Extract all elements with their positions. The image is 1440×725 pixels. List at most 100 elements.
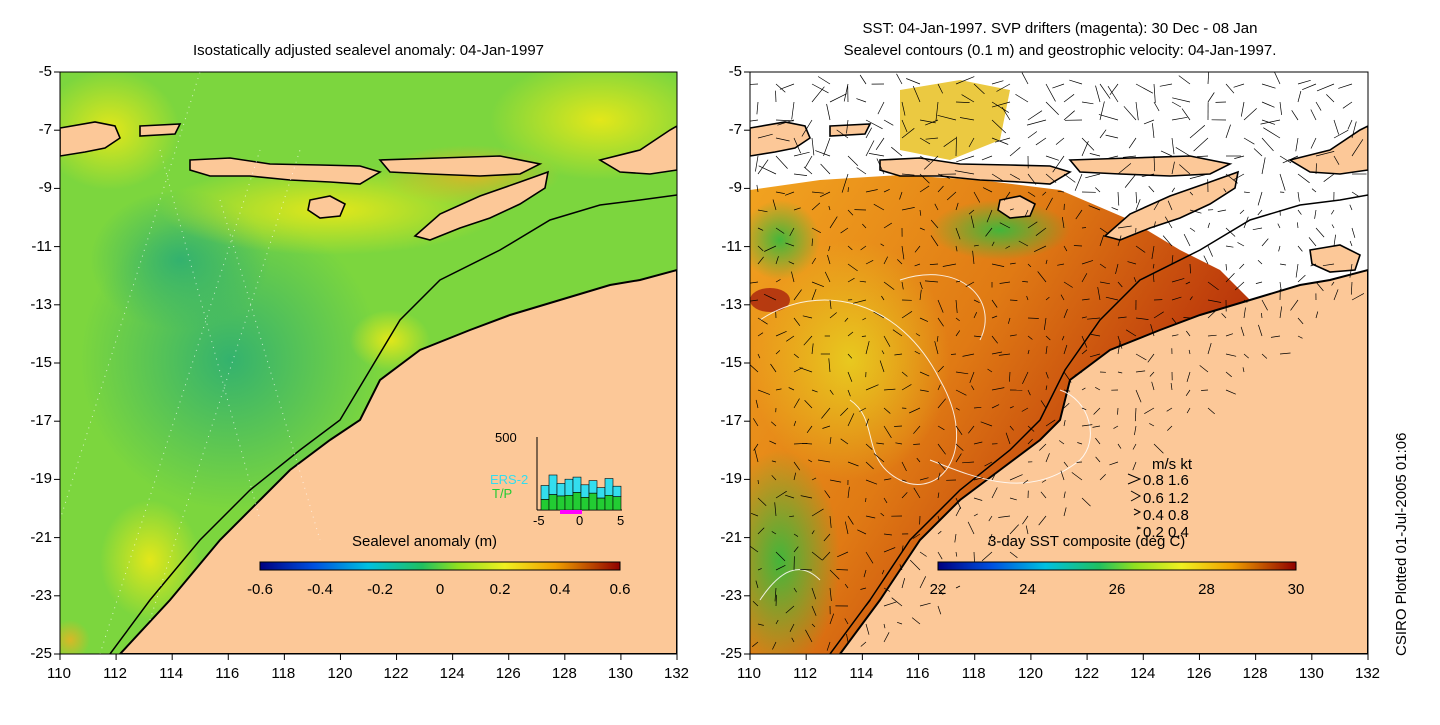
right-y-tick-label: -13 [706, 296, 742, 313]
sst-colorbar [938, 562, 1296, 570]
right-y-tick-label: -19 [706, 470, 742, 487]
left-y-tick-label: -5 [16, 63, 52, 80]
velocity-arrow [1118, 408, 1119, 415]
velocity-arrow [951, 354, 956, 355]
left-y-tick-label: -23 [16, 587, 52, 604]
sst-map [720, 68, 1368, 671]
right-y-tick-label: -25 [706, 645, 742, 662]
left-x-tick-label: 116 [215, 665, 239, 682]
histogram-bar-ers2 [605, 479, 613, 496]
velocity-arrow [776, 91, 777, 102]
right-y-tick-label: -9 [706, 179, 742, 196]
sla-colorbar [260, 562, 620, 570]
histogram-bar-tp [589, 493, 597, 510]
velocity-arrow [1082, 228, 1086, 229]
velocity-arrow [974, 552, 975, 563]
left-x-tick-label: 118 [271, 665, 295, 682]
histogram-bar-ers2 [589, 481, 597, 494]
right-y-tick-label: -11 [706, 238, 742, 255]
right-y-tick-label: -17 [706, 412, 742, 429]
right-y-tick-label: -23 [706, 587, 742, 604]
left-y-tick-label: -13 [16, 296, 52, 313]
histogram-bar-ers2 [581, 485, 589, 498]
land-flores [1070, 156, 1230, 176]
velocity-arrow [913, 444, 920, 445]
velocity-arrow [758, 480, 759, 484]
histogram-bar-tp [549, 495, 557, 510]
histogram-bar-ers2 [597, 488, 605, 499]
velocity-legend-row: 0.6 1.2 [1143, 490, 1189, 507]
left-x-tick-label: 112 [103, 665, 127, 682]
histogram-bar-ers2 [549, 475, 557, 495]
left-x-tick-label: 122 [384, 665, 409, 682]
histogram-bar-ers2 [565, 479, 573, 495]
right-x-tick-label: 118 [962, 665, 986, 682]
right-y-tick-label: -21 [706, 529, 742, 546]
histogram-bar-ers2 [573, 477, 581, 492]
land-flores [380, 156, 540, 176]
right-x-tick-label: 120 [1018, 665, 1043, 682]
velocity-arrow [1316, 163, 1317, 174]
right-x-tick-label: 122 [1074, 665, 1099, 682]
left-x-tick-label: 114 [159, 665, 183, 682]
velocity-arrow [1201, 390, 1208, 391]
velocity-arrow [894, 426, 902, 427]
velocity-arrow [776, 595, 777, 606]
velocity-legend-header: m/s kt [1152, 456, 1192, 473]
left-y-tick-label: -19 [16, 470, 52, 487]
sst-colorbar-tick: 24 [1012, 581, 1044, 598]
velocity-arrow [1074, 246, 1082, 247]
left-x-tick-label: 132 [664, 665, 689, 682]
left-y-tick-label: -11 [16, 238, 52, 255]
left-y-tick-label: -7 [16, 121, 52, 138]
histogram-bar-tp [597, 498, 605, 510]
sst-colorbar-tick: 30 [1280, 581, 1312, 598]
plot-credit: CSIRO Plotted 01-Jul-2005 01:06 [1393, 433, 1410, 656]
histogram-bar-tp [605, 495, 613, 510]
left-y-tick-label: -15 [16, 354, 52, 371]
right-x-tick-label: 116 [906, 665, 930, 682]
left-y-tick-label: -9 [16, 179, 52, 196]
histogram-bar-tp [581, 497, 589, 510]
sla-colorbar-tick: 0.4 [544, 581, 576, 598]
histogram-bar-ers2 [557, 483, 565, 496]
right-y-tick-label: -15 [706, 354, 742, 371]
sla-colorbar-tick: -0.2 [364, 581, 396, 598]
sla-colorbar-tick: 0.2 [484, 581, 516, 598]
left-x-tick-label: 110 [47, 665, 71, 682]
sla-colorbar-tick: -0.6 [244, 581, 276, 598]
velocity-arrow [836, 570, 848, 571]
land-bali [830, 124, 870, 136]
histogram-legend-tp: T/P [492, 486, 512, 501]
histogram-bar-tp [557, 496, 565, 510]
right-map-title-line2: Sealevel contours (0.1 m) and geostrophi… [720, 42, 1400, 59]
velocity-arrow [956, 137, 957, 156]
left-y-tick-label: -21 [16, 529, 52, 546]
right-x-tick-label: 110 [737, 665, 761, 682]
histogram-bar-ers2 [541, 486, 549, 500]
right-y-tick-label: -5 [706, 63, 742, 80]
left-x-tick-label: 126 [496, 665, 521, 682]
sla-colorbar-label: Sealevel anomaly (m) [352, 533, 497, 550]
histogram-bar-tp [613, 497, 621, 510]
histogram-x-tick: 5 [617, 513, 624, 528]
right-y-tick-label: -7 [706, 121, 742, 138]
right-x-tick-label: 132 [1355, 665, 1380, 682]
sst-colorbar-tick: 22 [922, 581, 954, 598]
histogram-x-tick: 0 [576, 513, 583, 528]
histogram-bar-ers2 [613, 486, 621, 497]
histogram-bar-tp [573, 493, 581, 511]
histogram-bar-tp [541, 500, 549, 511]
velocity-legend-row: 0.8 1.6 [1143, 472, 1189, 489]
left-x-tick-label: 130 [608, 665, 633, 682]
left-map-title: Isostatically adjusted sealevel anomaly:… [60, 42, 677, 59]
velocity-arrow [848, 187, 849, 192]
histogram-y-max-label: 500 [495, 430, 517, 445]
histogram-legend-ers2: ERS-2 [490, 472, 528, 487]
right-x-tick-label: 112 [793, 665, 817, 682]
sla-colorbar-tick: -0.4 [304, 581, 336, 598]
right-x-tick-label: 130 [1299, 665, 1324, 682]
velocity-legend-row: 0.2 0.4 [1143, 524, 1189, 541]
velocity-arrow [1183, 318, 1190, 319]
